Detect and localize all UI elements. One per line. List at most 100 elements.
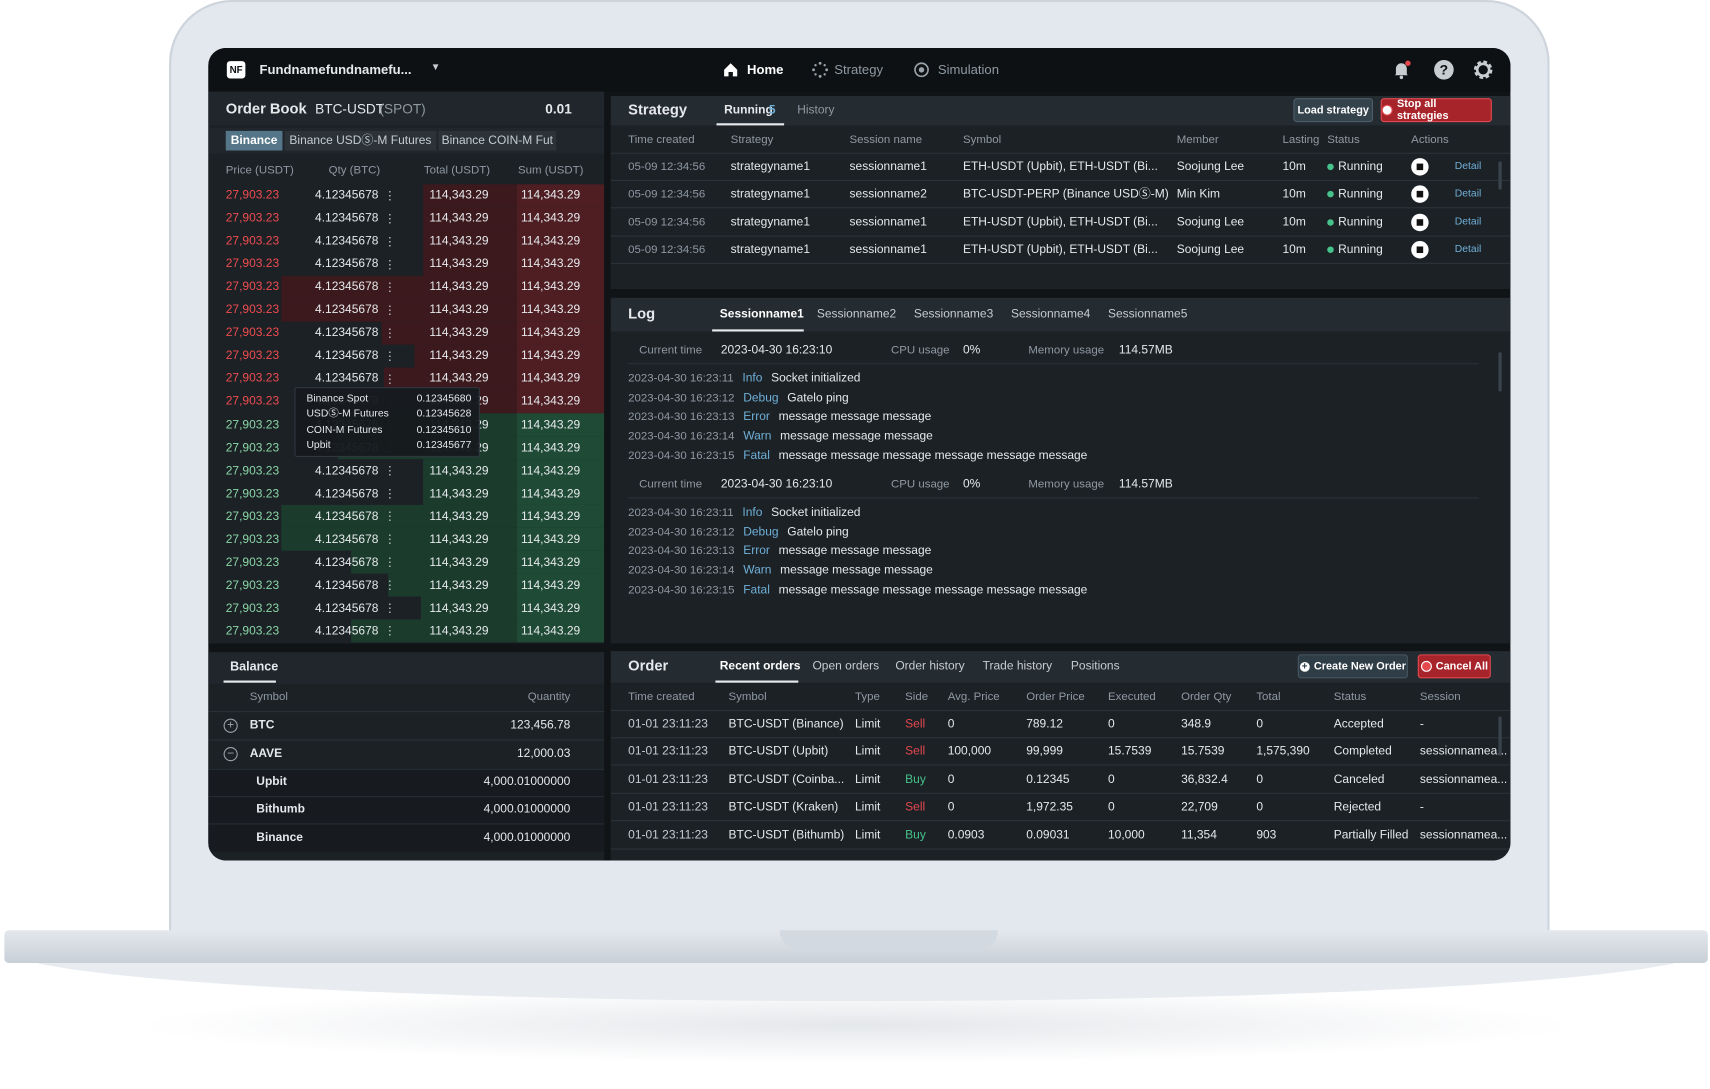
more-icon[interactable]: ⋮ [383, 510, 396, 524]
log-time: 2023-04-30 16:23:12 [628, 525, 735, 539]
stop-button[interactable] [1411, 241, 1429, 259]
order-tab[interactable]: Trade history [982, 659, 1053, 673]
cell: Completed [1333, 744, 1392, 758]
order-side: Sell [905, 744, 926, 758]
cell: 100,000 [947, 744, 992, 758]
ask-row[interactable]: 27,903.23 4.12345678 ⋮ 114,343.29 114,343.29 [208, 275, 605, 299]
more-icon[interactable]: ⋮ [383, 372, 396, 386]
more-icon[interactable]: ⋮ [383, 556, 396, 570]
session-tab[interactable]: Sessionname2 [816, 307, 897, 321]
depth-bar [281, 275, 517, 299]
log-time: 2023-04-30 16:23:14 [628, 563, 735, 578]
ask-row[interactable]: 27,903.23 4.12345678 ⋮ 114,343.29 114,343.29 [208, 183, 605, 207]
more-icon[interactable]: ⋮ [383, 533, 396, 547]
more-icon[interactable]: ⋮ [383, 464, 396, 478]
bid-row[interactable]: 27,903.23 4.12345678 ⋮ 114,343.29 114,343.29 [208, 482, 605, 506]
total: 114,343.29 [429, 578, 489, 593]
ask-row[interactable]: 27,903.23 4.12345678 ⋮ 114,343.29 114,343.29 [208, 229, 605, 253]
total: 114,343.29 [429, 234, 489, 248]
bid-row[interactable]: 27,903.23 4.12345678 ⋮ 114,343.29 114,343.29 [208, 574, 605, 597]
cancel-all-button[interactable]: Cancel All [1417, 654, 1491, 679]
balance-symbol: AAVE [249, 747, 283, 761]
order-tab[interactable]: Recent orders [719, 659, 801, 673]
ask-row[interactable]: 27,903.23 4.12345678 ⋮ 114,343.29 114,343.29 [208, 298, 605, 322]
more-icon[interactable]: ⋮ [383, 625, 396, 639]
more-icon[interactable]: ⋮ [383, 349, 396, 363]
stop-button[interactable] [1411, 185, 1429, 203]
stop-all-button[interactable]: Stop all strategies [1380, 98, 1492, 123]
stop-button[interactable] [1411, 158, 1429, 176]
more-icon[interactable]: ⋮ [383, 303, 396, 318]
more-icon[interactable]: ⋮ [383, 579, 396, 593]
session-tab[interactable]: Sessionname5 [1108, 307, 1188, 321]
more-icon[interactable]: ⋮ [383, 212, 396, 226]
nav-item[interactable]: Home [747, 62, 784, 78]
bid-row[interactable]: 27,903.23 4.12345678 ⋮ 114,343.29 114,343.29 [208, 459, 605, 483]
log-level: Fatal [743, 449, 770, 463]
stop-button[interactable] [1411, 213, 1429, 232]
bid-row[interactable]: 27,903.23 4.12345678 ⋮ 114,343.29 114,343.29 [208, 551, 605, 574]
row-divider [610, 737, 1511, 739]
price: 27,903.23 [225, 487, 280, 501]
pair[interactable]: BTC-USDT [315, 101, 385, 117]
ask-row[interactable]: 27,903.23 4.12345678 ⋮ 114,343.29 114,343.29 [208, 367, 605, 391]
session-tab[interactable]: Sessionname4 [1010, 307, 1091, 321]
order-tab[interactable]: Open orders [812, 659, 880, 673]
step[interactable]: 0.01 [545, 101, 572, 117]
laptop-notch [779, 930, 998, 953]
more-icon[interactable]: ⋮ [383, 189, 396, 203]
exchange-tab[interactable]: Binance [225, 130, 283, 151]
ask-row[interactable]: 27,903.23 4.12345678 ⋮ 114,343.29 114,343.29 [208, 321, 605, 345]
ask-row[interactable]: 27,903.23 4.12345678 ⋮ 114,343.29 114,343.29 [208, 344, 605, 368]
expand-icon[interactable]: + [223, 718, 238, 733]
log-message: Socket initialized [771, 506, 861, 520]
help-icon[interactable]: ? [1433, 59, 1455, 81]
order-tab[interactable]: Order history [895, 659, 965, 673]
cell: 1,972.35 [1026, 800, 1073, 814]
sum-bar [516, 252, 605, 276]
cell: sessionname2 [849, 187, 927, 201]
collapse-icon[interactable]: − [223, 747, 238, 762]
detail-link[interactable]: Detail [1454, 160, 1482, 173]
settings-icon[interactable] [1472, 59, 1494, 81]
more-icon[interactable]: ⋮ [383, 281, 396, 295]
exchange-tab[interactable]: Binance COIN-M Fut [438, 130, 557, 151]
nav-item[interactable]: Strategy [834, 62, 884, 78]
session-tab[interactable]: Sessionname3 [913, 307, 994, 321]
tab[interactable]: History [797, 103, 835, 117]
order-tab[interactable]: Positions [1070, 659, 1120, 673]
header-divider [610, 709, 1511, 712]
notification-icon[interactable] [1390, 59, 1412, 81]
cell: 36,832.4 [1181, 773, 1228, 787]
fund-dropdown-arrow[interactable]: ▼ [430, 61, 441, 72]
ask-row[interactable]: 27,903.23 4.12345678 ⋮ 114,343.29 114,343.29 [208, 206, 605, 230]
more-icon[interactable]: ⋮ [383, 602, 396, 616]
more-icon[interactable]: ⋮ [383, 326, 396, 341]
bid-row[interactable]: 27,903.23 4.12345678 ⋮ 114,343.29 114,343.29 [208, 619, 605, 643]
load-strategy-button[interactable]: Load strategy [1293, 98, 1374, 123]
bid-row[interactable]: 27,903.23 4.12345678 ⋮ 114,343.29 114,343.29 [208, 505, 605, 529]
fund-name[interactable]: Fundnamefundnamefu... [259, 62, 412, 78]
more-icon[interactable]: ⋮ [383, 235, 396, 249]
exchange-tab[interactable]: Binance USDⓈ-M Futures [284, 130, 437, 151]
bid-row[interactable]: 27,903.23 4.12345678 ⋮ 114,343.29 114,343.29 [208, 596, 605, 620]
more-icon[interactable]: ⋮ [383, 258, 396, 272]
ask-row[interactable]: 27,903.23 4.12345678 ⋮ 114,343.29 114,343.29 [208, 252, 605, 276]
session-tab[interactable]: Sessionname1 [719, 307, 804, 321]
sum-bar [516, 367, 605, 391]
detail-link[interactable]: Detail [1454, 215, 1482, 228]
bid-row[interactable]: 27,903.23 4.12345678 ⋮ 114,343.29 114,343.29 [208, 528, 605, 552]
order-side: Buy [905, 828, 926, 842]
sum: 114,343.29 [521, 395, 581, 409]
nav-item[interactable]: Simulation [937, 62, 999, 78]
detail-link[interactable]: Detail [1454, 187, 1482, 200]
detail-link[interactable]: Detail [1454, 243, 1482, 256]
tab[interactable]: Running [724, 103, 773, 117]
price: 27,903.23 [225, 257, 280, 271]
more-icon[interactable]: ⋮ [383, 487, 396, 501]
log-entry: 2023-04-30 16:23:11 Info Socket initialize… [628, 370, 860, 387]
cell: BTC-USDT (Kraken) [728, 800, 839, 814]
column-header: Quantity [527, 690, 571, 704]
create-order-button[interactable]: + Create New Order [1297, 654, 1408, 679]
